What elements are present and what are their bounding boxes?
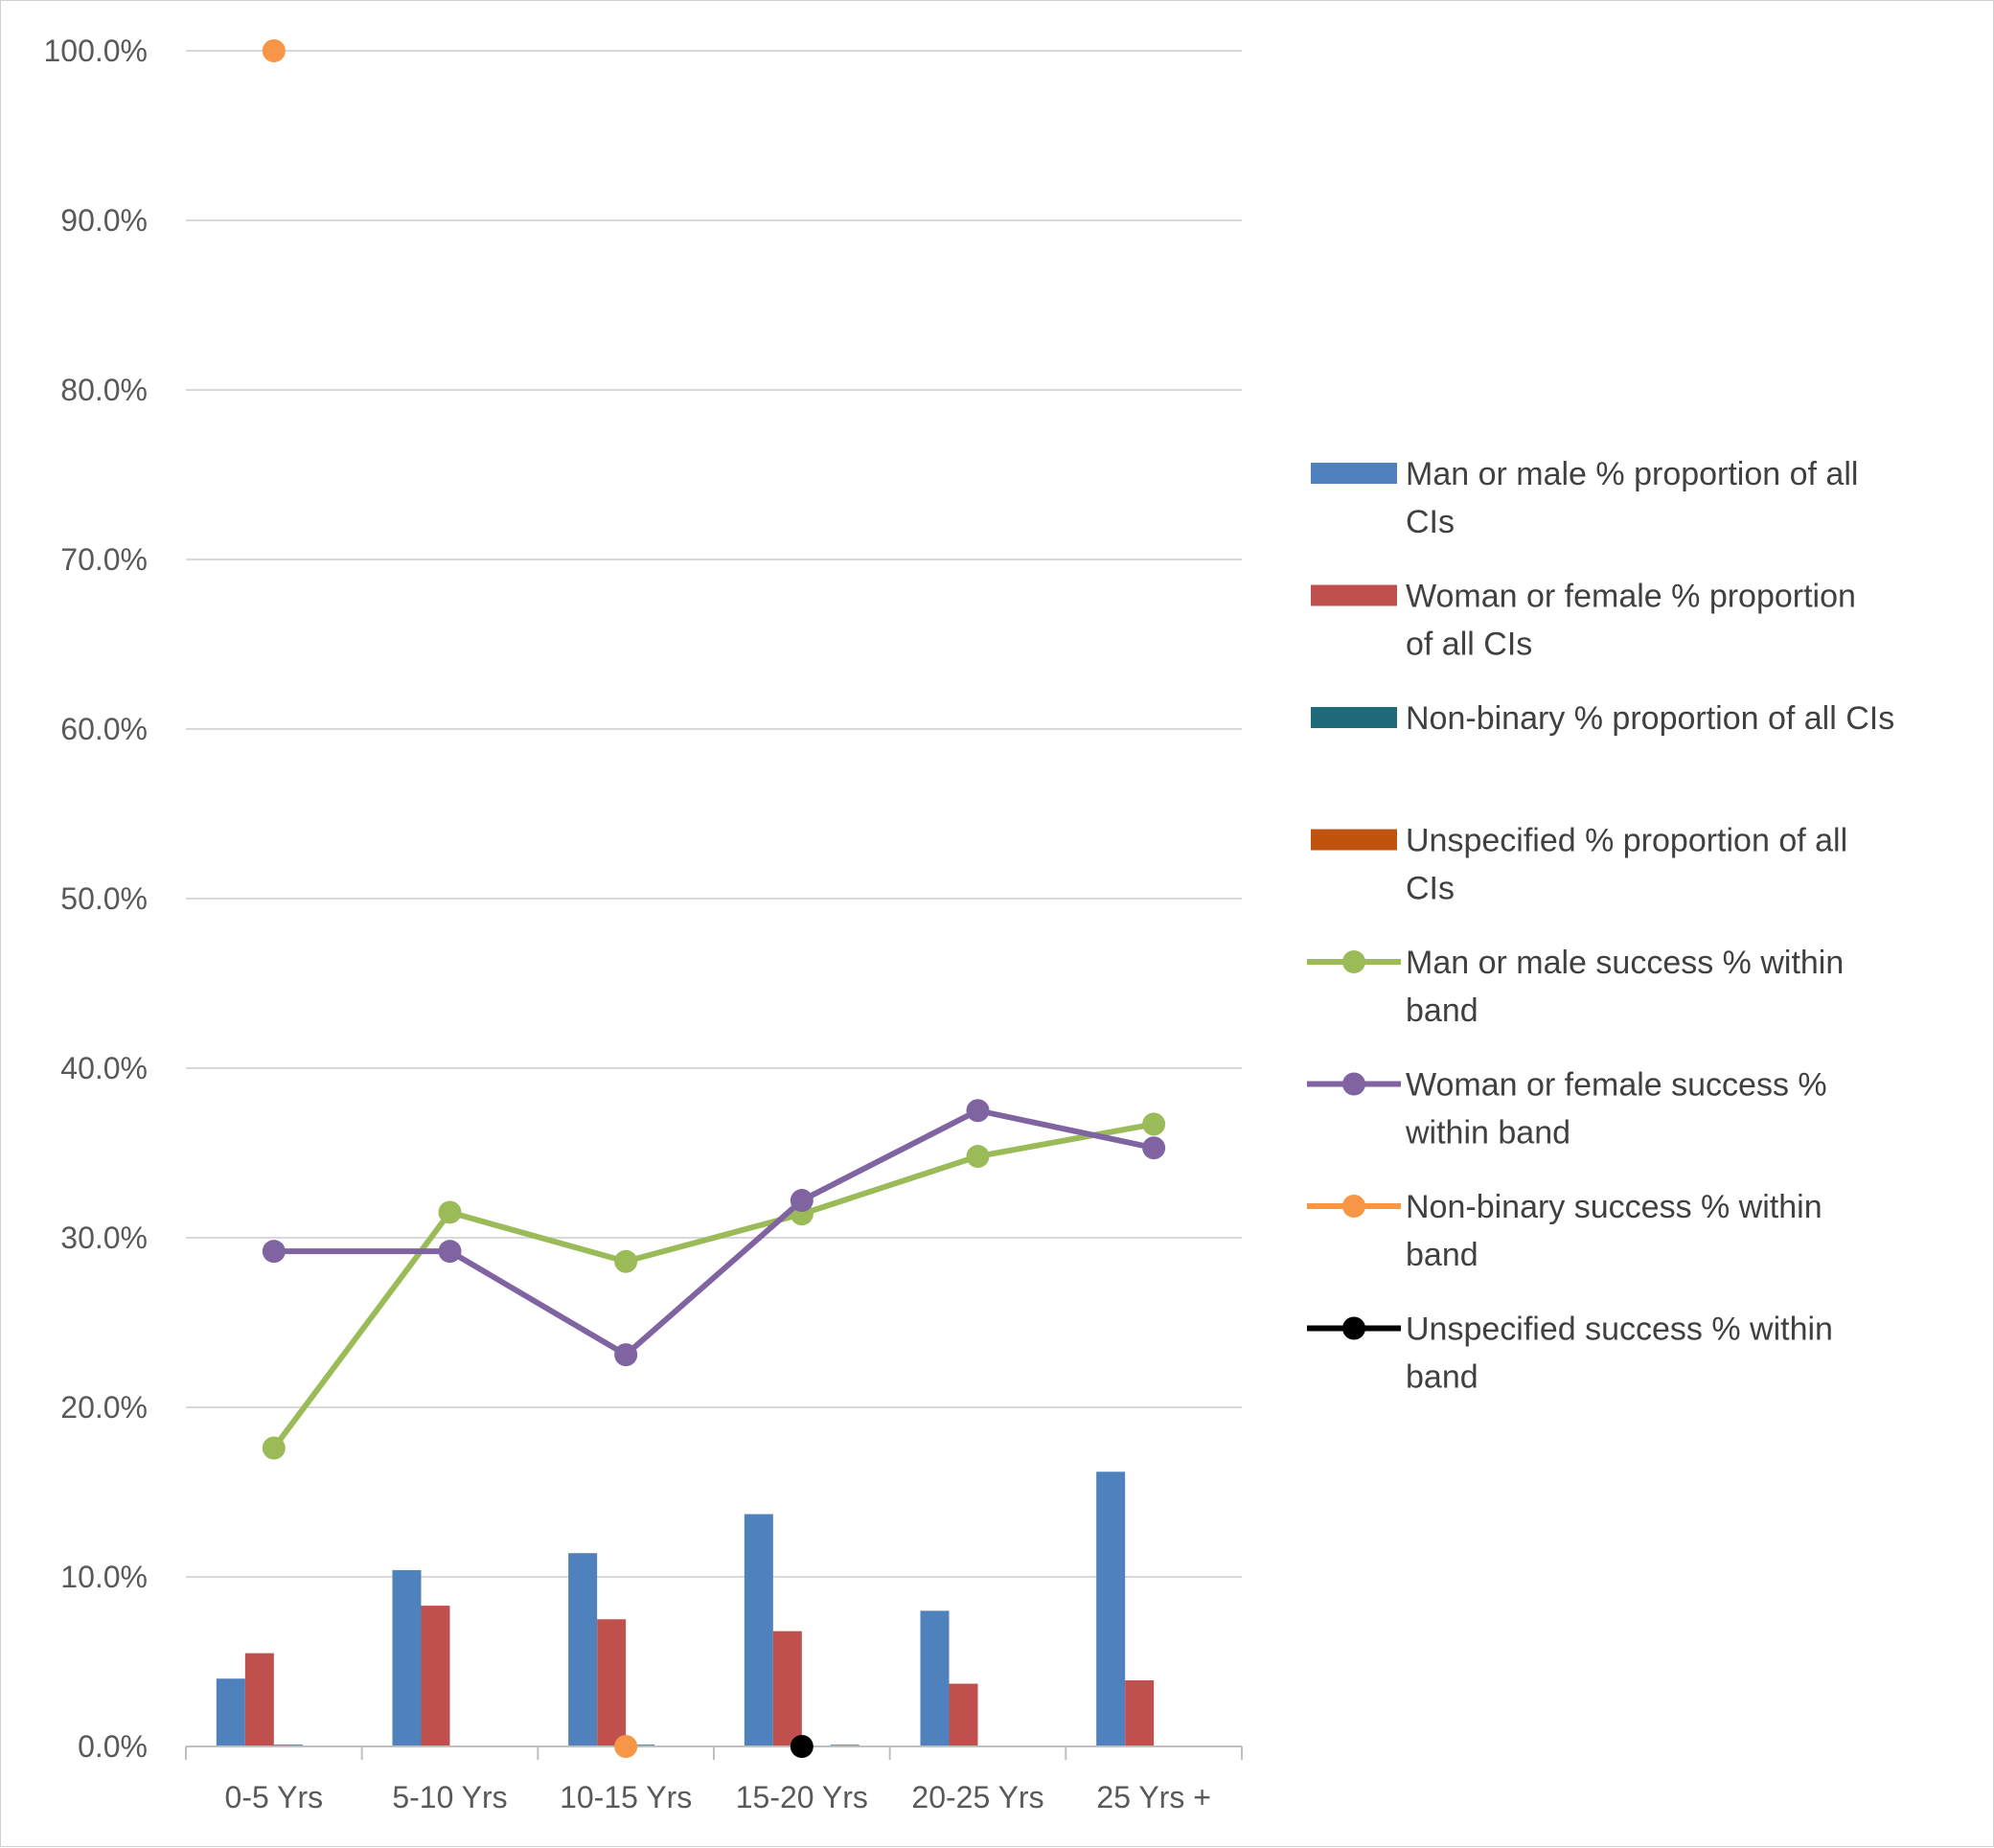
legend-label: of all CIs	[1406, 627, 1532, 663]
x-tick-label: 15-20 Yrs	[736, 1780, 868, 1814]
legend-label: Non-binary success % within	[1406, 1189, 1822, 1225]
data-point	[966, 1145, 990, 1169]
bar	[1125, 1679, 1155, 1746]
x-tick-label: 10-15 Yrs	[560, 1780, 692, 1814]
legend-swatch-marker	[1342, 1316, 1365, 1340]
data-point	[614, 1249, 638, 1273]
y-tick-label: 20.0%	[60, 1390, 148, 1425]
legend-item: Woman or female % proportion of all CIs	[1311, 579, 1856, 663]
legend-label: Man or male success % within	[1406, 945, 1844, 981]
legend-item: Unspecified % proportion of all CIs	[1311, 823, 1847, 907]
bar	[920, 1610, 950, 1746]
legend-swatch-marker	[1342, 1195, 1365, 1218]
legend-label: band	[1406, 1237, 1478, 1273]
legend-swatch	[1311, 584, 1397, 606]
x-tick-label: 0-5 Yrs	[225, 1780, 324, 1814]
data-point	[262, 1436, 286, 1460]
legend-swatch	[1311, 463, 1397, 484]
y-tick-label: 100.0%	[43, 34, 148, 68]
data-point	[614, 1735, 638, 1758]
x-tick-label: 20-25 Yrs	[911, 1780, 1043, 1814]
series-line	[271, 1121, 1155, 1450]
bar	[744, 1514, 773, 1746]
data-point	[614, 1343, 638, 1367]
y-axis-tick-labels: 0.0% 10.0% 20.0% 30.0% 40.0% 50.0% 60.0% 70.0% 8…	[43, 34, 148, 1764]
y-tick-label: 50.0%	[60, 881, 148, 916]
y-tick-label: 90.0%	[60, 203, 148, 238]
data-point	[438, 1200, 462, 1224]
bar	[949, 1683, 978, 1746]
bar	[392, 1569, 422, 1746]
y-tick-label: 80.0%	[60, 373, 148, 407]
legend-item: Man or male % proportion of all CIs	[1311, 456, 1858, 540]
data-point	[790, 1735, 814, 1758]
data-point	[966, 1099, 990, 1123]
bar	[568, 1553, 598, 1746]
legend-swatch-marker	[1342, 1072, 1365, 1096]
legend-swatch	[1311, 829, 1397, 851]
legend-label: Unspecified % proportion of all	[1406, 823, 1847, 859]
x-axis	[185, 1745, 1243, 1760]
bar	[421, 1606, 450, 1746]
bar	[1096, 1472, 1126, 1746]
legend-item: Woman or female success % within band	[1307, 1067, 1827, 1152]
bar	[597, 1619, 627, 1746]
legend-swatch	[1311, 707, 1397, 728]
legend-label: Woman or female success %	[1406, 1067, 1827, 1104]
x-axis-tick-labels: 0-5 Yrs 5-10 Yrs 10-15 Yrs 15-20 Yrs 20-25 Y…	[225, 1780, 1211, 1814]
y-tick-label: 0.0%	[78, 1729, 148, 1764]
data-point	[438, 1240, 462, 1264]
legend-item: Non-binary % proportion of all CIs	[1311, 700, 1894, 737]
y-tick-label: 40.0%	[60, 1051, 148, 1085]
bar	[216, 1678, 245, 1746]
data-point	[1142, 1112, 1166, 1136]
y-tick-label: 30.0%	[60, 1221, 148, 1255]
gridlines	[186, 50, 1242, 1578]
legend-label: band	[1406, 1359, 1478, 1396]
legend-swatch-marker	[1342, 950, 1365, 973]
legend-label: CIs	[1406, 504, 1455, 540]
legend: Man or male % proportion of all CIs Woman …	[1307, 456, 1894, 1396]
legend-label: Man or male % proportion of all	[1406, 456, 1858, 492]
bar	[244, 1653, 274, 1746]
legend-label: Unspecified success % within	[1406, 1312, 1833, 1348]
bar-series	[216, 1472, 1212, 1747]
legend-item: Unspecified success % within band	[1307, 1312, 1833, 1396]
legend-label: Non-binary % proportion of all CIs	[1406, 700, 1894, 737]
y-tick-label: 60.0%	[60, 712, 148, 746]
legend-label: band	[1406, 992, 1478, 1029]
bar	[772, 1631, 802, 1746]
line-series	[262, 39, 1166, 1758]
y-tick-label: 10.0%	[60, 1560, 148, 1594]
legend-label: CIs	[1406, 871, 1455, 907]
legend-item: Man or male success % within band	[1307, 945, 1844, 1029]
legend-label: Woman or female % proportion	[1406, 579, 1856, 615]
data-point	[262, 1240, 286, 1264]
x-tick-label: 25 Yrs +	[1096, 1780, 1210, 1814]
data-point	[262, 39, 286, 62]
legend-label: within band	[1405, 1115, 1570, 1152]
legend-item: Non-binary success % within band	[1307, 1189, 1822, 1273]
x-tick-label: 5-10 Yrs	[392, 1780, 507, 1814]
data-point	[1142, 1136, 1166, 1160]
data-point	[790, 1189, 814, 1213]
series-line	[273, 1107, 1155, 1358]
y-tick-label: 70.0%	[60, 542, 148, 577]
